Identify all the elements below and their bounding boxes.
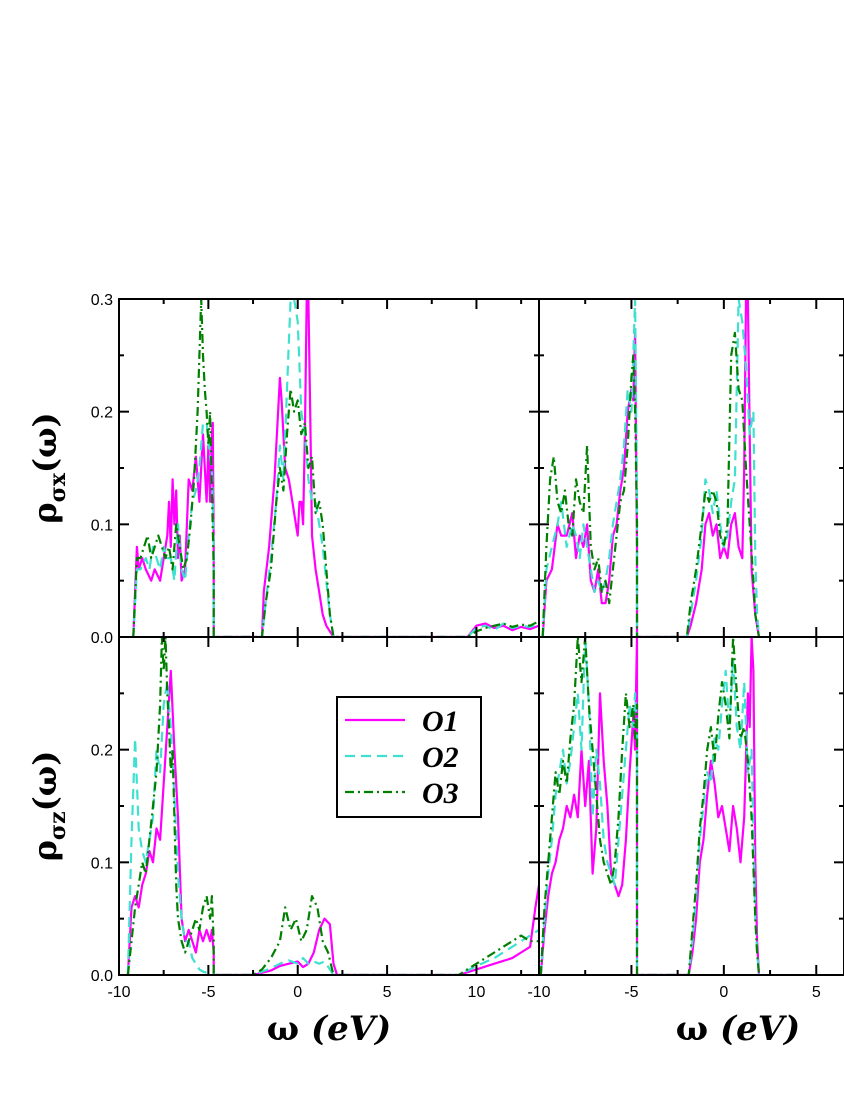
legend-label-o3: O3 bbox=[422, 777, 459, 810]
y-tick-label: 0.0 bbox=[91, 968, 113, 985]
axis-ticks bbox=[118, 298, 844, 976]
x-axis-title: ω (eV) bbox=[676, 1009, 800, 1049]
x-tick-label: 0 bbox=[719, 984, 728, 1001]
x-tick-label: 10 bbox=[468, 984, 486, 1001]
y-tick-label: 0.0 bbox=[91, 630, 113, 647]
y-axis-title: ρσx(ω) bbox=[26, 412, 71, 523]
x-axis-title: ω (eV) bbox=[267, 1009, 391, 1049]
panel-r0-c1 bbox=[541, 299, 761, 637]
y-tick-label: 0.2 bbox=[91, 743, 113, 760]
series-o3-line bbox=[126, 637, 539, 975]
y-tick-label: 0.2 bbox=[91, 405, 113, 422]
series-o1-line bbox=[126, 669, 539, 975]
x-tick-label: -10 bbox=[527, 984, 550, 1001]
plot-panels bbox=[118, 298, 844, 976]
y-tick-label: 0.3 bbox=[91, 292, 113, 309]
x-tick-label: -5 bbox=[624, 984, 638, 1001]
x-tick-label: 5 bbox=[383, 984, 392, 1001]
series-o1-line bbox=[541, 299, 761, 637]
x-tick-label: 5 bbox=[812, 984, 821, 1001]
x-tick-label: 0 bbox=[293, 984, 302, 1001]
legend-label-o2: O2 bbox=[422, 741, 459, 774]
y-axis-title: ρσz(ω) bbox=[26, 751, 71, 862]
series-o1-line bbox=[132, 299, 539, 637]
series-o2-line bbox=[541, 299, 761, 637]
y-tick-label: 0.1 bbox=[91, 517, 113, 534]
panel-frame bbox=[538, 298, 844, 638]
panel-frame bbox=[118, 298, 540, 638]
series-o3-line bbox=[132, 299, 539, 637]
series-o3-line bbox=[539, 637, 761, 975]
series-o2-line bbox=[539, 637, 761, 975]
panel-r0-c0 bbox=[132, 299, 539, 637]
x-tick-label: -10 bbox=[107, 984, 130, 1001]
series-o1-line bbox=[539, 637, 761, 975]
axis-labels: -10 -5 0 5 10 -10 -5 0 5 0.0 0.1 0.2 0.3 ρσx(ω) 0.0 0.1… bbox=[26, 292, 821, 1049]
panel-r1-c1 bbox=[539, 637, 761, 975]
legend-label-o1: O1 bbox=[422, 705, 459, 738]
panel-r1-c0 bbox=[126, 637, 539, 975]
x-tick-label: -5 bbox=[201, 984, 215, 1001]
legend-box bbox=[336, 696, 482, 818]
y-tick-label: 0.1 bbox=[91, 855, 113, 872]
series-o3-line bbox=[541, 331, 761, 637]
